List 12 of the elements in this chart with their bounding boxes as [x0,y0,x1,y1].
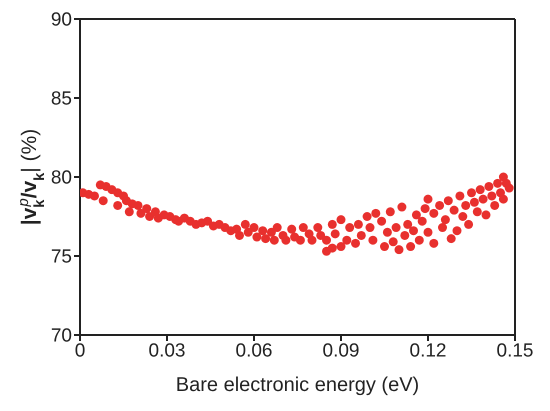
y-tick-label: 80 [50,168,72,189]
y-tick-label: 90 [50,10,72,31]
x-tick-label: 0.06 [236,340,272,362]
x-axis-title: Bare electronic energy (eV) [176,374,420,396]
y-tick-label: 70 [50,326,72,347]
x-tick-label: 0.12 [410,340,446,362]
x-tick-label: 0 [74,340,86,362]
x-tick-label: 0.15 [496,340,534,362]
x-tick-label: 0.03 [148,340,186,362]
x-tick-label: 0.09 [322,340,360,362]
y-tick-label: 85 [50,88,72,110]
y-tick-label: 75 [50,246,72,268]
